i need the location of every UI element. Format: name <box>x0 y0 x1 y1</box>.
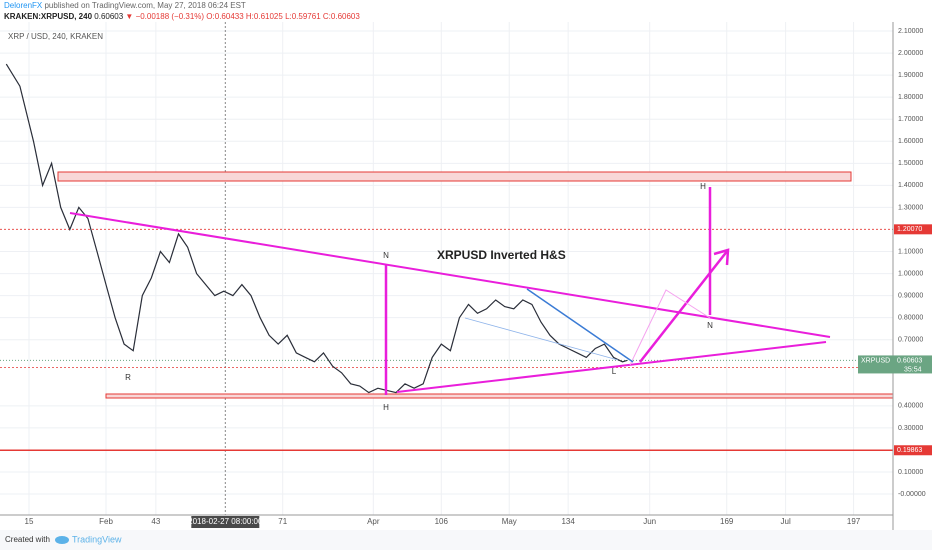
annotation: H <box>383 403 389 412</box>
levels <box>0 228 893 452</box>
grid <box>0 22 893 515</box>
x-tick-label: 15 <box>25 517 34 526</box>
y-tick-label: 1.50000 <box>898 160 923 167</box>
wedge-line <box>526 288 634 363</box>
axis-labels: 2.10000 2.00000 1.90000 1.80000 1.70000 1.600… <box>25 28 932 528</box>
footer-text: Created with <box>5 535 50 544</box>
open: O:0.60433 <box>206 12 244 21</box>
y-tick-label: 1.90000 <box>898 72 923 79</box>
chart-title: XRPUSD Inverted H&S <box>437 248 566 262</box>
price-line <box>5 63 628 394</box>
trendline <box>69 212 831 338</box>
last-price-bg <box>858 355 932 374</box>
x-tick-label: 43 <box>151 517 160 526</box>
support-zone <box>105 393 894 399</box>
logo <box>55 536 69 544</box>
projection <box>629 289 711 366</box>
y-tick-label: 1.40000 <box>898 182 923 189</box>
y-tick-label: 2.00000 <box>898 50 923 57</box>
y-tick-label: 1.60000 <box>898 138 923 145</box>
header: DelorenFX published on TradingView.com, … <box>4 1 246 10</box>
wedge-line <box>464 317 619 361</box>
countdown: 35:54 <box>904 366 922 373</box>
last: 0.60603 <box>94 12 123 21</box>
y-tick-label: 1.70000 <box>898 116 923 123</box>
y-tick-label: 1.10000 <box>898 248 923 255</box>
brand[interactable]: TradingView <box>72 534 122 544</box>
annotation: N <box>707 321 713 330</box>
close: C:0.60603 <box>323 12 360 21</box>
symbol: KRAKEN:XRPUSD, 240 <box>4 12 93 21</box>
resistance-zone <box>57 171 852 182</box>
change: ▼ −0.00188 (−0.31%) <box>125 12 204 21</box>
y-tick-label: 1.30000 <box>898 204 923 211</box>
y-tick-label: 0.10000 <box>898 469 923 476</box>
legend-title: XRP / USD, 240, KRAKEN <box>8 32 103 41</box>
annotation: N <box>383 251 389 260</box>
level-label: 0.19863 <box>897 447 922 454</box>
x-tick-label: Jul <box>781 517 791 526</box>
low: L:0.59761 <box>285 12 321 21</box>
x-tick-label: 197 <box>847 517 861 526</box>
trendline <box>396 341 827 393</box>
x-tick-label: 169 <box>720 517 734 526</box>
crosshair-label-bg <box>191 516 260 528</box>
arrow <box>639 249 729 363</box>
high: H:0.61025 <box>246 12 283 21</box>
y-tick-label: 0.40000 <box>898 403 923 410</box>
y-tick-label: 0.90000 <box>898 292 923 299</box>
symbol-line: KRAKEN:XRPUSD, 240 0.60603 ▼ −0.00188 (−… <box>4 12 360 21</box>
arrow-head <box>713 248 730 266</box>
y-tick-label: -0.00000 <box>898 491 926 498</box>
y-tick-label: 0.30000 <box>898 425 923 432</box>
published: published on TradingView.com, May 27, 20… <box>44 1 245 10</box>
annotations: R H L N N H <box>125 182 713 412</box>
level-label-bg <box>894 445 932 456</box>
price <box>5 63 628 394</box>
x-tick-label: May <box>502 517 517 526</box>
x-tick-label: Apr <box>367 517 380 526</box>
last-price-label: 0.60603 <box>897 357 922 364</box>
y-tick-label: 0.80000 <box>898 315 923 322</box>
level-label: 1.20070 <box>897 226 922 233</box>
author: DelorenFX <box>4 1 43 10</box>
x-tick-label: 71 <box>278 517 287 526</box>
y-tick-label: 1.00000 <box>898 270 923 277</box>
y-tick-label: 0.70000 <box>898 337 923 344</box>
annotation: R <box>125 373 131 382</box>
x-tick-label: 134 <box>561 517 575 526</box>
last-price-name: XRPUSD <box>861 357 890 364</box>
footer <box>0 530 932 550</box>
annotation: L <box>612 367 617 376</box>
annotation: H <box>700 182 706 191</box>
y-tick-label: 2.10000 <box>898 28 923 35</box>
x-tick-label: Feb <box>99 517 113 526</box>
wedge <box>464 288 634 363</box>
y-tick-label: 1.80000 <box>898 94 923 101</box>
x-tick-label: Jun <box>643 517 656 526</box>
crosshair-label: 2018-02-27 08:00:00 <box>188 517 263 526</box>
x-tick-label: 106 <box>435 517 449 526</box>
drawings <box>69 187 831 395</box>
level-label-bg <box>894 224 932 235</box>
